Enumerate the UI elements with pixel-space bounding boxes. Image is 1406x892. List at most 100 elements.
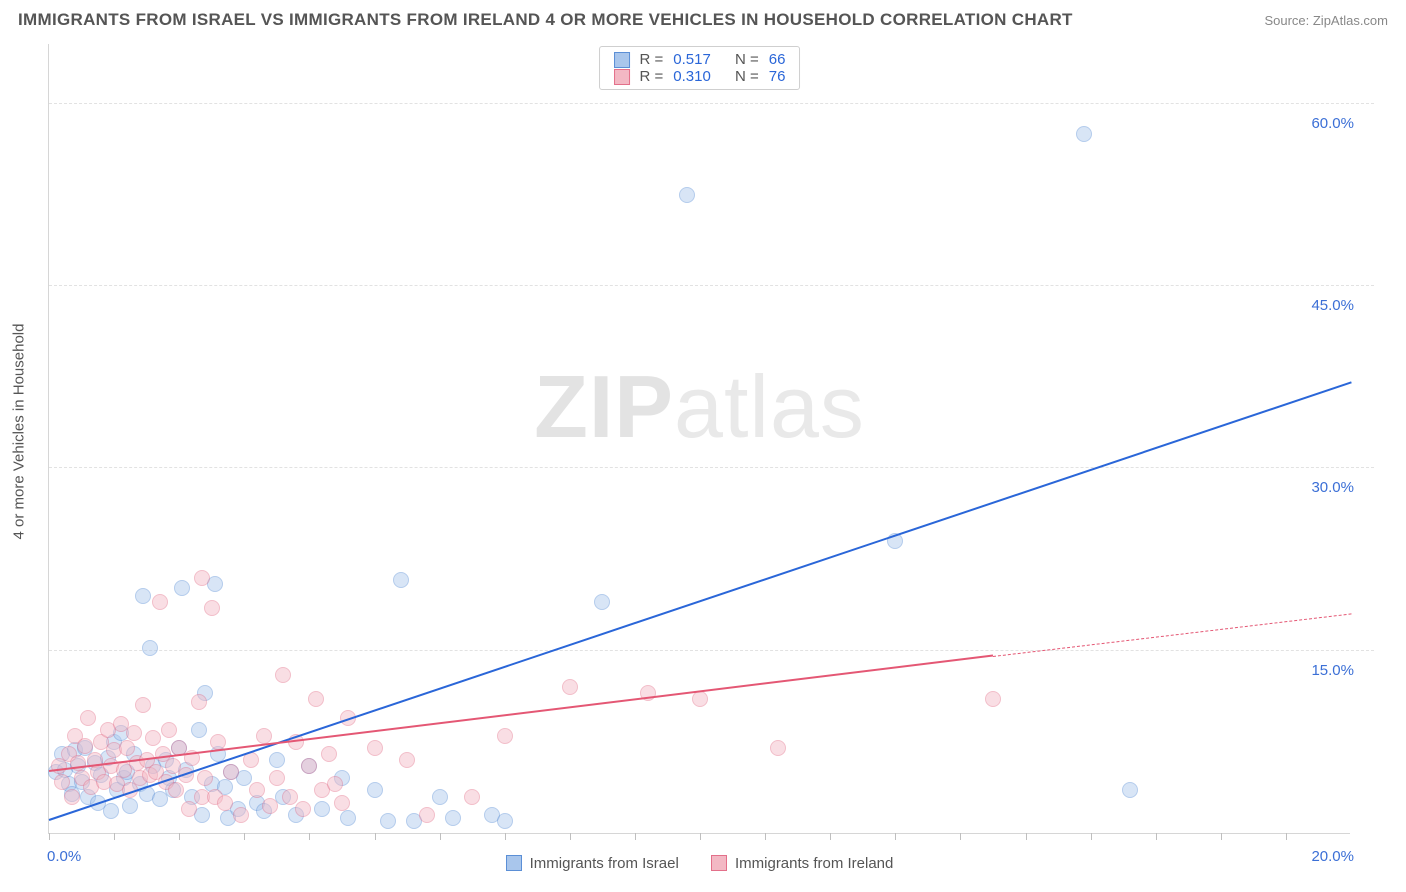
- x-tick: [49, 833, 50, 840]
- data-point[interactable]: [380, 813, 396, 829]
- data-point[interactable]: [1122, 782, 1138, 798]
- data-point[interactable]: [340, 810, 356, 826]
- gridline: [49, 650, 1374, 651]
- data-point[interactable]: [197, 770, 213, 786]
- data-point[interactable]: [122, 798, 138, 814]
- data-point[interactable]: [367, 782, 383, 798]
- data-point[interactable]: [594, 594, 610, 610]
- data-point[interactable]: [432, 789, 448, 805]
- data-point[interactable]: [770, 740, 786, 756]
- y-tick-label: 15.0%: [1311, 662, 1354, 679]
- data-point[interactable]: [64, 789, 80, 805]
- gridline: [49, 467, 1374, 468]
- x-tick: [440, 833, 441, 840]
- data-point[interactable]: [126, 725, 142, 741]
- data-point[interactable]: [393, 572, 409, 588]
- data-point[interactable]: [692, 691, 708, 707]
- data-point[interactable]: [275, 667, 291, 683]
- x-tick: [635, 833, 636, 840]
- x-tick: [505, 833, 506, 840]
- trend-line: [49, 655, 993, 772]
- data-point[interactable]: [249, 782, 265, 798]
- data-point[interactable]: [308, 691, 324, 707]
- data-point[interactable]: [77, 738, 93, 754]
- x-tick-label: 20.0%: [1311, 848, 1354, 865]
- x-tick: [1286, 833, 1287, 840]
- data-point[interactable]: [295, 801, 311, 817]
- data-point[interactable]: [135, 697, 151, 713]
- r-value-israel: 0.517: [673, 51, 711, 68]
- correlation-row-1: R = 0.517 N = 66: [614, 51, 786, 68]
- x-tick: [1156, 833, 1157, 840]
- legend-item-israel: Immigrants from Israel: [506, 855, 679, 872]
- data-point[interactable]: [152, 594, 168, 610]
- chart-container: 4 or more Vehicles in Household ZIPatlas…: [0, 36, 1406, 886]
- data-point[interactable]: [233, 807, 249, 823]
- data-point[interactable]: [314, 801, 330, 817]
- data-point[interactable]: [985, 691, 1001, 707]
- data-point[interactable]: [223, 764, 239, 780]
- data-point[interactable]: [464, 789, 480, 805]
- data-point[interactable]: [194, 570, 210, 586]
- data-point[interactable]: [262, 798, 278, 814]
- data-point[interactable]: [282, 789, 298, 805]
- y-axis-label: 4 or more Vehicles in Household: [11, 323, 28, 539]
- data-point[interactable]: [145, 730, 161, 746]
- chart-header: IMMIGRANTS FROM ISRAEL VS IMMIGRANTS FRO…: [0, 0, 1406, 36]
- data-point[interactable]: [269, 752, 285, 768]
- x-tick: [1091, 833, 1092, 840]
- data-point[interactable]: [204, 600, 220, 616]
- x-tick: [570, 833, 571, 840]
- legend-item-ireland: Immigrants from Ireland: [711, 855, 893, 872]
- data-point[interactable]: [161, 722, 177, 738]
- y-tick-label: 30.0%: [1311, 479, 1354, 496]
- series-legend: Immigrants from Israel Immigrants from I…: [49, 855, 1350, 876]
- y-axis-label-wrap: 4 or more Vehicles in Household: [6, 36, 32, 826]
- x-tick: [830, 833, 831, 840]
- swatch-ireland-icon: [711, 855, 727, 871]
- data-point[interactable]: [497, 728, 513, 744]
- swatch-israel-icon: [506, 855, 522, 871]
- data-point[interactable]: [419, 807, 435, 823]
- trend-line: [49, 381, 1352, 820]
- data-point[interactable]: [217, 795, 233, 811]
- data-point[interactable]: [445, 810, 461, 826]
- data-point[interactable]: [334, 795, 350, 811]
- data-point[interactable]: [174, 580, 190, 596]
- x-tick: [375, 833, 376, 840]
- data-point[interactable]: [1076, 126, 1092, 142]
- y-tick-label: 60.0%: [1311, 115, 1354, 132]
- x-tick: [700, 833, 701, 840]
- x-tick: [309, 833, 310, 840]
- data-point[interactable]: [269, 770, 285, 786]
- data-point[interactable]: [181, 801, 197, 817]
- data-point[interactable]: [321, 746, 337, 762]
- data-point[interactable]: [54, 774, 70, 790]
- x-tick: [1026, 833, 1027, 840]
- data-point[interactable]: [80, 710, 96, 726]
- correlation-row-2: R = 0.310 N = 76: [614, 68, 786, 85]
- data-point[interactable]: [191, 722, 207, 738]
- data-point[interactable]: [367, 740, 383, 756]
- data-point[interactable]: [301, 758, 317, 774]
- data-point[interactable]: [142, 640, 158, 656]
- correlation-legend: R = 0.517 N = 66 R = 0.310 N = 76: [599, 46, 801, 90]
- data-point[interactable]: [327, 776, 343, 792]
- data-point[interactable]: [168, 782, 184, 798]
- chart-title: IMMIGRANTS FROM ISRAEL VS IMMIGRANTS FRO…: [18, 10, 1073, 30]
- data-point[interactable]: [210, 734, 226, 750]
- plot-area: ZIPatlas R = 0.517 N = 66 R = 0.310 N = …: [48, 44, 1350, 834]
- data-point[interactable]: [562, 679, 578, 695]
- data-point[interactable]: [256, 728, 272, 744]
- data-point[interactable]: [679, 187, 695, 203]
- data-point[interactable]: [103, 803, 119, 819]
- data-point[interactable]: [191, 694, 207, 710]
- n-value-ireland: 76: [769, 68, 786, 85]
- source-link[interactable]: ZipAtlas.com: [1313, 13, 1388, 28]
- data-point[interactable]: [119, 740, 135, 756]
- data-point[interactable]: [497, 813, 513, 829]
- data-point[interactable]: [135, 588, 151, 604]
- r-value-ireland: 0.310: [673, 68, 711, 85]
- data-point[interactable]: [399, 752, 415, 768]
- swatch-ireland-icon: [614, 69, 630, 85]
